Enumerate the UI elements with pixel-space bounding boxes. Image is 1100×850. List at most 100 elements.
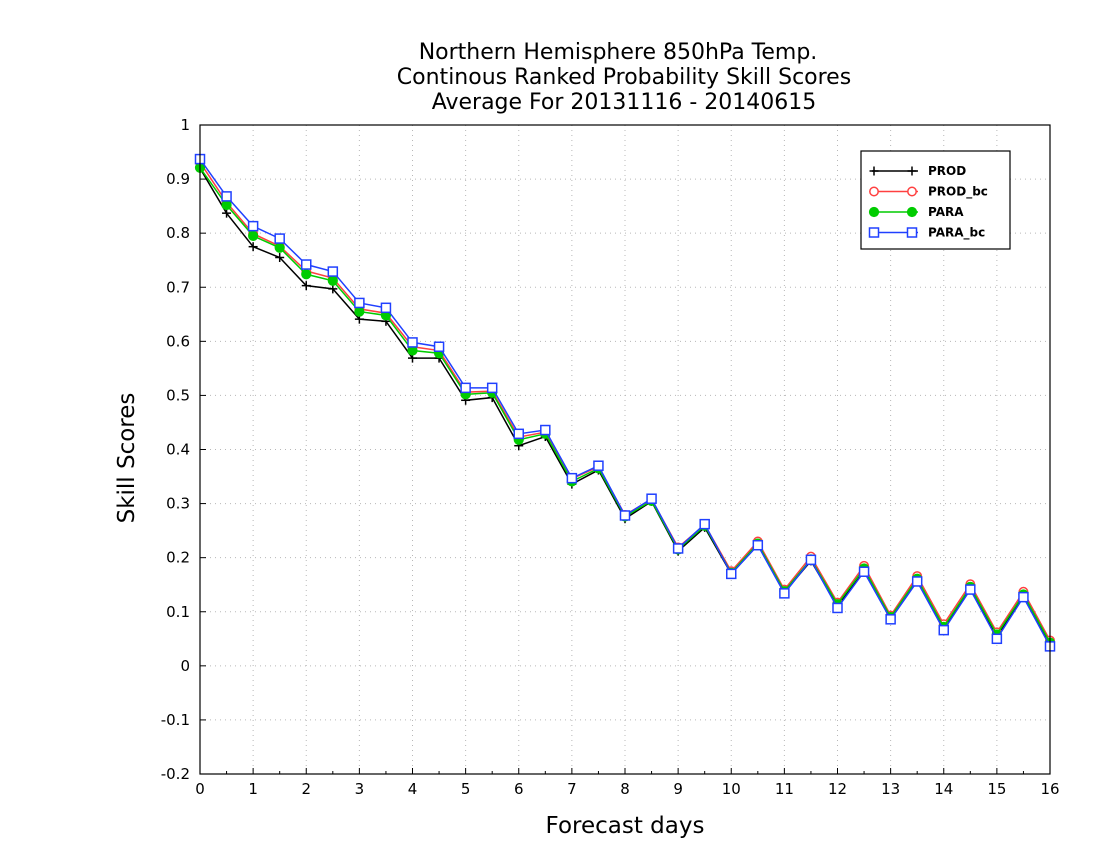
x-tick-label: 16 [1040, 780, 1059, 798]
legend-label: PARA_bc [928, 226, 985, 241]
legend-item-para: PARA [868, 205, 964, 219]
data-point-para-bc [540, 424, 551, 436]
y-tick-label: 0.6 [166, 332, 190, 350]
legend-marker-left [869, 186, 879, 197]
legend-label: PROD_bc [928, 185, 988, 200]
legend-marker-left [868, 227, 880, 238]
legend-marker-right [906, 227, 918, 238]
data-point-para-bc [247, 220, 259, 232]
data-point-para [354, 306, 365, 317]
data-point-para-bc [380, 302, 392, 314]
x-tick-label: 9 [673, 780, 683, 798]
legend-label: PROD [928, 164, 966, 178]
x-tick-label: 0 [195, 780, 205, 798]
x-tick-label: 13 [881, 780, 900, 798]
data-point-para-bc [726, 568, 737, 580]
data-point-para-bc [699, 518, 710, 530]
data-point-prod [248, 242, 258, 252]
x-axis-label: Forecast days [546, 813, 705, 839]
data-point-para-bc [327, 266, 339, 277]
data-point-para [301, 269, 312, 280]
y-tick-label: 0 [180, 657, 190, 675]
data-point-para-bc [1018, 591, 1029, 603]
data-point-para-bc [354, 297, 365, 309]
data-point-para [327, 275, 338, 286]
data-point-para-bc [619, 510, 631, 521]
y-tick-label: 0.8 [166, 224, 190, 242]
y-axis-label: Skill Scores [114, 393, 140, 524]
data-point-para-bc [858, 566, 870, 577]
x-tick-label: 7 [567, 780, 577, 798]
series-layer [194, 153, 1056, 652]
data-point-para [274, 242, 285, 253]
grid [200, 125, 1050, 774]
plot-frame [199, 124, 1051, 775]
x-tick-label: 6 [514, 780, 524, 798]
data-point-para-bc [646, 493, 657, 504]
data-point-para-bc [911, 576, 923, 587]
data-point-para-bc [965, 584, 976, 595]
title-line-3: Average For 20131116 - 20140615 [432, 90, 817, 115]
title-line-1: Northern Hemisphere 850hPa Temp. [419, 40, 818, 65]
title-line-2: Continous Ranked Probability Skill Score… [397, 65, 851, 90]
y-tick-label: 1 [180, 116, 190, 134]
x-tick-label: 11 [775, 780, 794, 798]
data-point-para-bc [433, 341, 445, 352]
data-point-para-bc [486, 382, 498, 394]
legend-marker-left [869, 166, 879, 176]
data-point-para [248, 230, 259, 241]
legend: PROD PROD_bc PARA PARA_bc [860, 150, 1011, 250]
y-tick-label: -0.2 [161, 765, 190, 783]
chart-title: Northern Hemisphere 850hPa Temp. Contino… [397, 40, 851, 115]
y-tick-label: 0.3 [166, 495, 190, 513]
y-tick-label: -0.1 [161, 711, 190, 729]
legend-marker-left [868, 206, 880, 218]
x-tick-label: 4 [408, 780, 418, 798]
data-point-para-bc [513, 428, 524, 440]
data-point-para-bc [885, 614, 896, 625]
y-tick-label: 0.5 [166, 386, 190, 404]
legend-marker-right [906, 206, 918, 218]
x-tick-label: 14 [934, 780, 953, 798]
x-tick-label: 5 [461, 780, 471, 798]
x-tick-label: 15 [987, 780, 1006, 798]
data-point-para-bc [407, 337, 418, 348]
data-point-prod [328, 284, 338, 294]
legend-marker-right [907, 186, 917, 197]
data-point-para [221, 199, 232, 211]
data-point-para-bc [566, 472, 578, 484]
data-point-para-bc [460, 382, 471, 394]
data-point-para-bc [221, 191, 232, 202]
data-point-para-bc [991, 633, 1003, 645]
data-point-para-bc [805, 554, 817, 566]
legend-item-prod: PROD [869, 164, 966, 178]
data-point-para-bc [593, 460, 604, 471]
data-point-prod [275, 253, 285, 263]
data-point-para-bc [274, 233, 285, 244]
legend-label: PARA [928, 205, 964, 219]
legend-item-prod-bc: PROD_bc [869, 185, 988, 200]
x-axis: 0 1 2 3 4 5 6 7 8 9 10 11 12 13 14 15 16 [195, 768, 1060, 798]
x-tick-label: 10 [722, 780, 741, 798]
legend-item-para-bc: PARA_bc [868, 226, 985, 241]
data-point-para-bc [301, 259, 312, 270]
y-tick-label: 0.9 [166, 170, 190, 188]
data-point-para-bc [672, 543, 684, 554]
data-point-para-bc [779, 588, 790, 599]
x-tick-label: 3 [355, 780, 365, 798]
x-tick-label: 8 [620, 780, 630, 798]
y-axis: -0.2 -0.1 0 0.1 0.2 0.3 0.4 0.5 0.6 0.7 0.8 0.9 1 [161, 116, 206, 783]
series-para-bc [194, 153, 1056, 652]
data-point-para-bc [938, 624, 949, 636]
x-tick-label: 2 [301, 780, 311, 798]
y-tick-label: 0.4 [166, 441, 190, 459]
data-point-para-bc [832, 602, 843, 614]
x-tick-label: 1 [248, 780, 258, 798]
x-tick-label: 12 [828, 780, 847, 798]
y-tick-label: 0.2 [166, 549, 190, 567]
y-tick-label: 0.7 [166, 278, 190, 296]
data-point-prod [301, 281, 311, 291]
data-point-para-bc [752, 539, 764, 551]
legend-marker-right [907, 166, 917, 176]
